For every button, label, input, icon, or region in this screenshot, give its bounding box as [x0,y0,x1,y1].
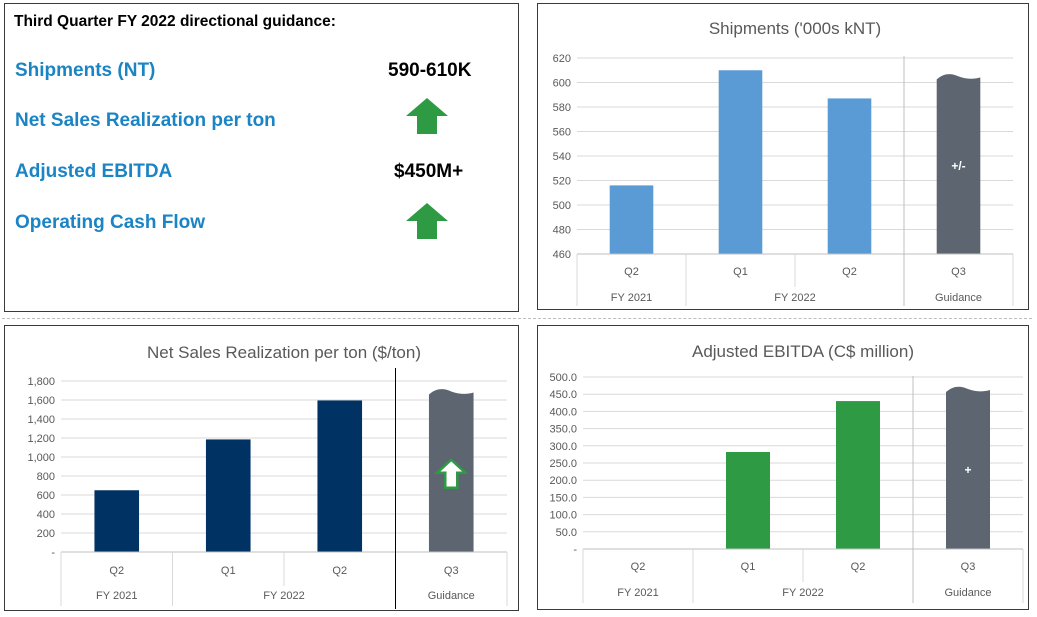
y-tick-label: 200 [37,528,55,540]
bar-label: + [964,463,971,477]
y-tick-label: 520 [553,176,571,188]
y-tick-label: 500.0 [549,372,577,384]
x-tick-label: Q1 [741,561,756,573]
guidance-panel: Third Quarter FY 2022 directional guidan… [4,3,519,312]
x-group-label: FY 2022 [774,292,815,304]
y-tick-label: 600 [37,490,55,502]
x-tick-label: Q3 [951,266,966,278]
y-tick-label: - [573,544,577,556]
ebitda-chart-panel: Adjusted EBITDA (C$ million) - 50.0 100.0 15… [537,325,1029,610]
y-tick-label: 580 [553,102,571,114]
bar-label: +/- [951,159,965,173]
y-tick-label: 1,800 [27,376,55,388]
guidance-title: Third Quarter FY 2022 directional guidan… [14,13,336,30]
y-tick-label: 620 [553,53,571,65]
bar [718,70,763,254]
chart-title: Adjusted EBITDA (C$ million) [692,342,914,361]
y-tick-label: 460 [553,249,571,261]
x-tick-label: Q2 [842,266,857,278]
x-tick-label: Q2 [624,266,639,278]
y-tick-label: 450.0 [549,389,577,401]
guidance-label-ocf: Operating Cash Flow [15,212,206,233]
guidance-label-shipments: Shipments (NT) [15,60,156,81]
y-tick-label: 400 [37,509,55,521]
y-tick-label: 100.0 [549,510,577,522]
shipments-chart: Shipments ('000s kNT) 460 480 500 520 540 560 5… [553,19,1014,306]
y-tick-label: 1,200 [27,433,55,445]
bar [317,400,363,552]
x-tick-label: Q3 [961,561,976,573]
bar [827,98,872,254]
up-arrow-icon [406,203,448,239]
nsr-chart: Net Sales Realization per ton ($/ton) - 20… [27,343,508,609]
y-tick-label: 600 [553,78,571,90]
panel-divider [2,318,1032,319]
x-tick-label: Q2 [851,561,866,573]
guidance-value-ebitda: $450M+ [394,161,464,182]
bar [836,401,880,549]
x-group-label: Guidance [935,292,982,304]
x-tick-label: Q2 [631,561,646,573]
x-group-label: Guidance [428,590,475,602]
y-tick-label: 1,400 [27,414,55,426]
y-tick-label: 480 [553,225,571,237]
x-tick-label: Q2 [109,565,124,577]
x-tick-label: Q3 [444,565,459,577]
y-tick-label: 500 [553,200,571,212]
y-tick-label: 200.0 [549,475,577,487]
bar [609,185,654,254]
x-group-label: FY 2021 [96,590,137,602]
guidance-value-shipments: 590-610K [388,60,472,81]
y-tick-label: - [51,547,55,559]
x-tick-label: Q2 [332,565,347,577]
guidance-bar [946,386,990,549]
y-tick-label: 560 [553,127,571,139]
y-tick-label: 1,000 [27,452,55,464]
bar [726,451,770,549]
y-tick-label: 400.0 [549,406,577,418]
x-group-label: FY 2022 [782,587,823,599]
y-tick-label: 150.0 [549,492,577,504]
bar [205,439,251,552]
up-arrow-icon [434,458,469,489]
x-tick-label: Q1 [221,565,236,577]
x-group-label: FY 2021 [611,292,652,304]
ebitda-chart: Adjusted EBITDA (C$ million) - 50.0 100.0 15… [549,342,1024,603]
y-tick-label: 300.0 [549,441,577,453]
shipments-chart-panel: Shipments ('000s kNT) 460 480 500 520 540 560 5… [537,3,1029,310]
x-group-label: Guidance [944,587,991,599]
nsr-chart-panel: Net Sales Realization per ton ($/ton) - 20… [4,325,519,611]
chart-title: Net Sales Realization per ton ($/ton) [147,343,421,362]
guidance-label-ebitda: Adjusted EBITDA [15,161,173,182]
y-tick-label: 250.0 [549,458,577,470]
guidance-bar [936,74,981,254]
y-tick-label: 800 [37,471,55,483]
y-tick-label: 350.0 [549,424,577,436]
up-arrow-icon [406,98,448,134]
x-group-label: FY 2022 [263,590,304,602]
y-tick-label: 1,600 [27,395,55,407]
y-tick-label: 540 [553,151,571,163]
guidance-label-nsr: Net Sales Realization per ton [15,110,276,131]
chart-title: Shipments ('000s kNT) [709,19,881,38]
y-tick-label: 50.0 [556,527,577,539]
bar [94,490,140,552]
x-tick-label: Q1 [733,266,748,278]
x-group-label: FY 2021 [617,587,658,599]
